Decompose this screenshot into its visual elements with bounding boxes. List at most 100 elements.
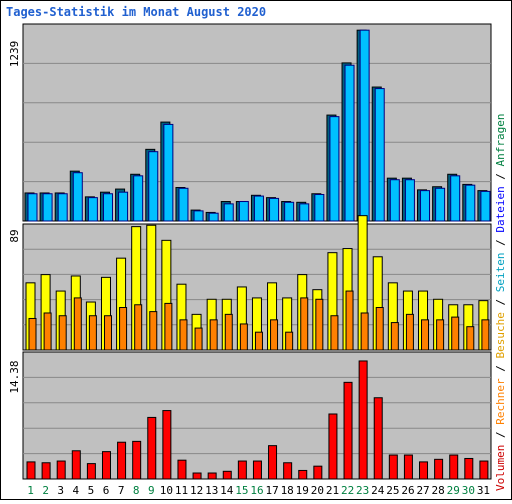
bar-volumen [449,454,459,480]
bar-rechner [209,319,218,351]
bar-rechner [73,297,82,351]
bar-volumen [298,469,308,480]
bar-volumen [207,472,217,480]
x-tick-label: 28 [432,484,445,497]
bar-dateien [193,210,204,222]
bar-dateien [72,172,83,222]
bar-rechner [405,313,414,351]
x-tick-label: 1 [27,484,34,497]
x-tick-label: 17 [265,484,278,497]
bar-rechner [88,315,97,351]
x-tick-label: 13 [205,484,218,497]
bar-rechner [119,307,128,351]
bar-rechner [330,315,339,351]
bar-dateien [87,197,98,222]
x-tick-label: 26 [401,484,414,497]
bar-volumen [479,460,489,480]
bar-rechner [179,319,188,351]
x-tick-label: 29 [447,484,460,497]
bar-dateien [102,193,113,222]
bar-dateien [238,201,249,222]
legend-separator: / [494,359,507,379]
ytick-middle-max: 89 [8,229,21,242]
bar-dateien [208,212,219,222]
bar-rechner [451,316,460,351]
bar-volumen [101,451,111,480]
bar-volumen [222,470,232,480]
bar-volumen [268,445,278,480]
bar-volumen [313,465,323,480]
bar-rechner [43,312,52,351]
bar-dateien [465,184,476,222]
x-tick-label: 16 [250,484,263,497]
bar-volumen [252,460,262,480]
bar-volumen [86,463,96,480]
bar-dateien [133,175,144,222]
panel-top [22,23,492,222]
x-tick-label: 3 [57,484,64,497]
bar-dateien [480,190,491,222]
x-tick-label: 11 [175,484,188,497]
bar-dateien [299,203,310,222]
legend-item-rechner: Rechner [494,378,507,425]
ytick-bottom-max: 14.38 [8,360,21,393]
bar-dateien [314,194,325,222]
bar-volumen [419,461,429,480]
bar-dateien [118,191,129,222]
bar-volumen [132,440,142,480]
bar-dateien [329,116,340,222]
x-tick-label: 7 [118,484,125,497]
bar-rechner [164,302,173,351]
legend-separator: / [494,425,507,445]
bar-dateien [374,88,385,222]
bar-dateien [253,195,264,222]
x-tick-label: 19 [296,484,309,497]
x-tick-label: 15 [235,484,248,497]
legend-separator: / [494,166,507,186]
chart-title: Tages-Statistik im Monat August 2020 [6,5,266,19]
bar-volumen [56,460,66,480]
bar-volumen [26,461,36,480]
bar-dateien [269,197,280,222]
x-tick-label: 14 [220,484,234,497]
bar-volumen [403,454,413,480]
bar-volumen [283,462,293,480]
bar-volumen [328,413,338,480]
x-tick-labels: 1 2 3 4 5 6 7 8 9 10 11 12 13 14 15 16 17 18 19 20 21 22 23 24 2… [27,484,490,497]
bar-rechner [300,297,309,351]
bar-volumen [237,460,247,480]
bar-rechner [270,319,279,351]
bar-volumen [388,454,398,480]
bar-rechner [239,323,248,351]
bar-rechner [466,326,475,351]
bar-volumen [434,458,444,480]
bar-dateien [178,187,189,222]
bar-rechner [436,319,445,351]
bar-volumen [373,397,383,480]
bar-volumen [177,459,187,480]
bar-volumen [41,462,51,480]
legend-item-anfragen: Anfragen [494,113,507,166]
bar-dateien [404,179,415,222]
x-tick-label: 30 [462,484,475,497]
bar-rechner [285,331,294,351]
bar-dateien [359,29,370,222]
x-tick-label: 2 [42,484,49,497]
legend-item-volumen: Volumen [494,445,507,491]
x-tick-label: 4 [73,484,80,497]
bar-rechner [315,298,324,351]
bar-dateien [420,190,431,222]
legend-separator: / [494,292,507,312]
bar-dateien [450,175,461,222]
bar-volumen [147,416,157,480]
bar-dateien [42,193,53,222]
bar-rechner [481,319,490,351]
bar-dateien [284,201,295,222]
bar-dateien [223,203,234,222]
x-tick-label: 10 [160,484,173,497]
bar-rechner [254,331,263,351]
x-tick-label: 25 [386,484,399,497]
bar-rechner [103,315,112,351]
x-tick-label: 31 [477,484,490,497]
